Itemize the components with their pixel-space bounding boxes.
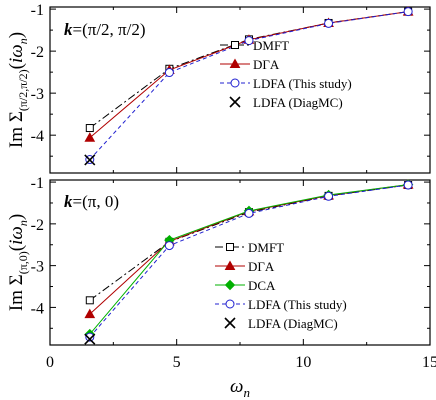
panel-top: -1 -2 -3 -4 DMFT DΓA LDFA (This study) LDFA (Di… [6,2,431,174]
y-tick-label: -3 [31,86,44,103]
legend-marker [231,41,239,49]
legend-label: DMFT [253,38,289,53]
data-point [84,308,96,319]
x-tick-label: 5 [173,354,181,371]
legend-marker [229,58,241,68]
data-point [244,208,254,218]
legend-label: LDFA (This study) [253,76,352,91]
x-tick-label: 10 [295,354,311,371]
data-point [164,241,174,251]
series-ldfa-diagmc- [84,154,96,166]
panel-label: k=(π/2, π/2) [64,20,146,39]
legend-label: DCA [248,278,276,293]
series-ldfa-diagmc- [84,333,96,345]
legend-marker [225,299,235,309]
legend-marker [230,78,240,88]
y-tick-label: -1 [31,175,44,192]
data-point [324,191,334,201]
series-ldfa-this-study- [85,180,413,342]
data-point [84,154,96,166]
x-tick-label: 15 [422,354,436,371]
legend-label: DΓA [253,57,280,72]
y-tick-label: -2 [31,217,44,234]
panel-bottom: -1 -2 -3 -4 0 5 10 15 DMFT DΓA DCA LDFA (This study… [6,175,436,400]
panel-label: k=(π, 0) [64,192,119,211]
series-line [89,184,409,338]
legend-marker [224,279,236,291]
data-point [84,333,96,345]
y-axis-title: Im Σ(π/2,π/2)(iωn) [6,32,30,148]
legend: DMFT DΓA DCA LDFA (This study) LDFA (DiagMC) [215,240,347,331]
data-point [85,332,95,342]
series-ldfa-this-study- [85,7,413,165]
y-tick-label: -3 [31,259,44,276]
legend-label: DΓA [248,259,275,274]
data-point [403,7,413,17]
legend-label: LDFA (DiagMC) [248,316,338,331]
legend-marker [226,243,234,251]
legend-label: LDFA (DiagMC) [253,95,343,110]
y-tick-label: -2 [31,44,44,61]
data-point [85,296,94,305]
x-axis-title: ωn [230,376,250,400]
y-tick-label: -4 [31,128,44,145]
y-axis-title: Im Σ(π,0)(iωn) [6,214,30,311]
x-tick-label: 0 [46,354,54,371]
legend-label: DMFT [248,240,284,255]
data-point [164,68,174,78]
legend-marker [224,317,236,329]
legend: DMFT DΓA LDFA (This study) LDFA (DiagMC) [220,38,352,110]
data-point [85,124,94,133]
data-point [244,36,254,46]
legend-marker [229,96,241,108]
legend-marker [224,260,236,270]
data-point [324,18,334,28]
data-point [403,180,413,190]
y-tick-label: -1 [31,2,44,19]
legend-label: LDFA (This study) [248,297,347,312]
data-point [84,132,96,142]
y-tick-label: -4 [31,300,44,317]
